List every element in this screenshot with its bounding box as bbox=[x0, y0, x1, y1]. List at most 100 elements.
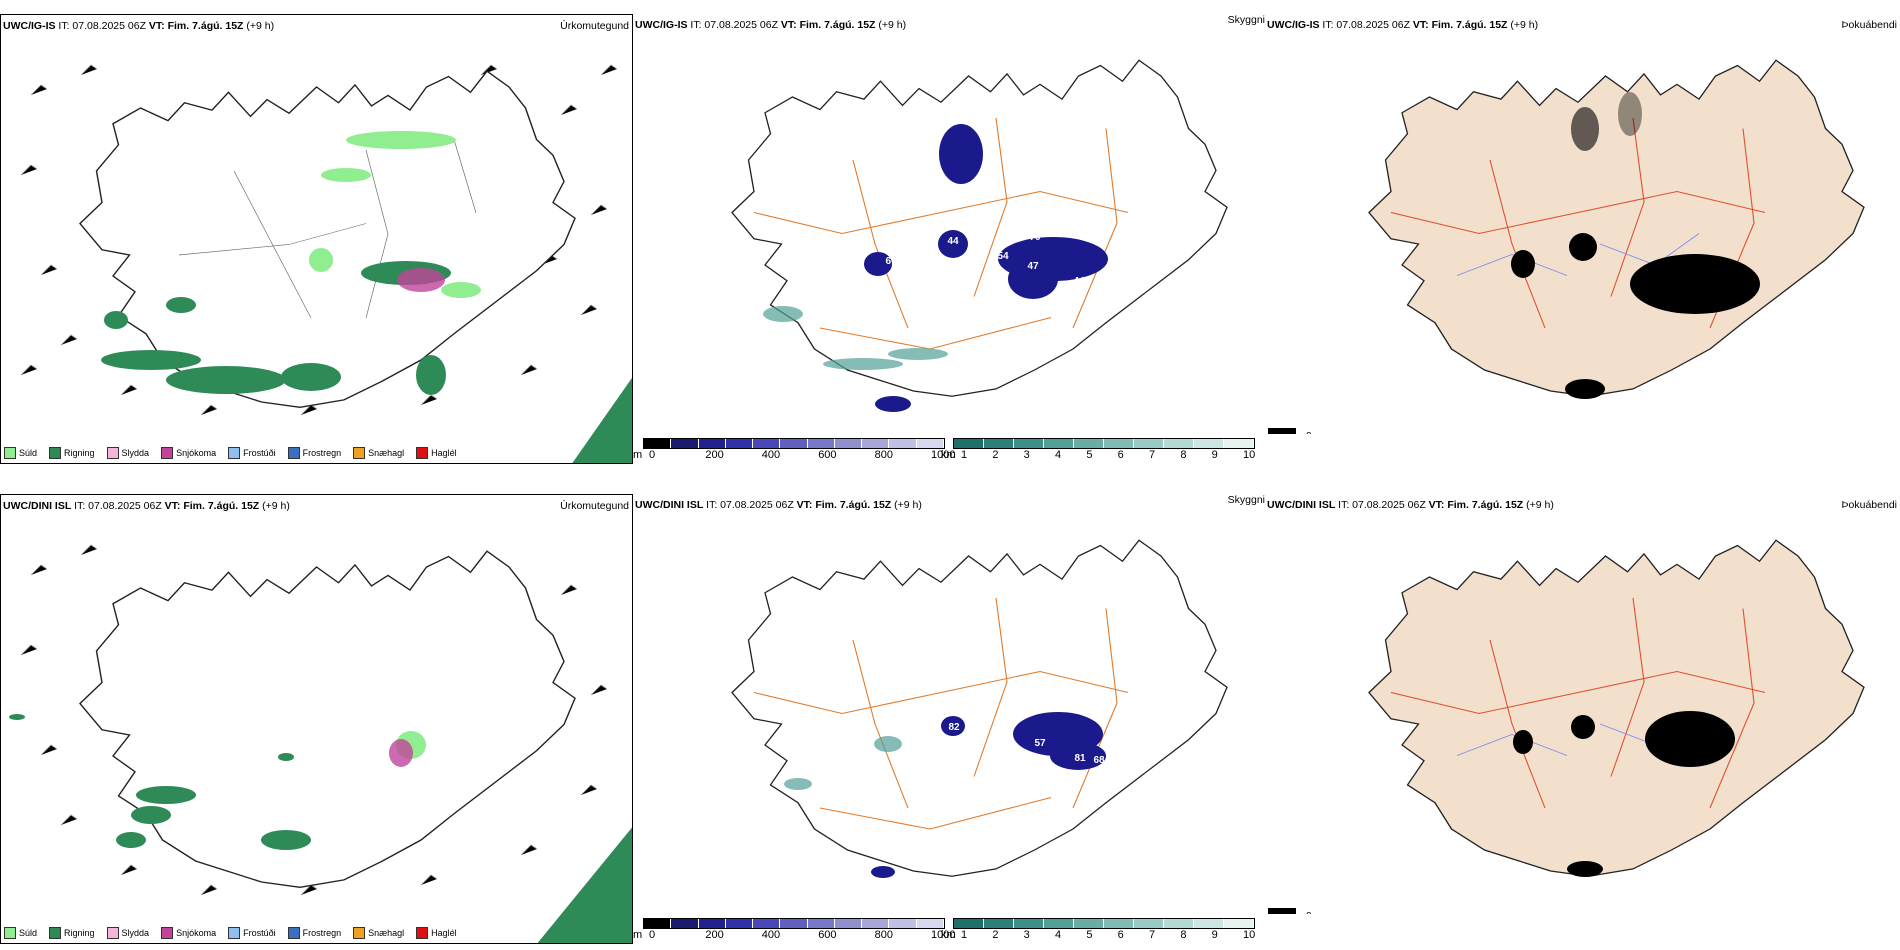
visibility-colorbar bbox=[953, 918, 1255, 929]
legend-item: Súld bbox=[4, 447, 37, 459]
colorbars-row1: m 0 200 400 600 800 1000 km 1 2 3 4 5 6 7 8 9 10 bbox=[633, 438, 1265, 464]
legend-swatch bbox=[287, 447, 300, 459]
precip-map bbox=[9, 544, 632, 943]
legend-swatch bbox=[416, 927, 429, 939]
legend-swatch bbox=[161, 447, 174, 459]
colorbar-segment bbox=[889, 439, 917, 448]
legend-item: Snjókoma bbox=[161, 927, 216, 939]
ceiling-visibility-panel-dini: UWC/DINI ISL IT: 07.08.2025 06Z VT: Fim.… bbox=[633, 494, 1265, 914]
colorbar-tick: 600 bbox=[818, 929, 837, 941]
colorbar-tick: 6 bbox=[1117, 449, 1124, 461]
legend-swatch bbox=[106, 927, 119, 939]
panel-title: UWC/DINI ISL IT: 07.08.2025 06Z VT: Fim.… bbox=[1267, 499, 1554, 511]
colorbar-tick: 200 bbox=[705, 449, 724, 461]
precip-areas bbox=[9, 714, 632, 943]
visibility-colorbar bbox=[953, 438, 1255, 449]
legend-label: Slydda bbox=[121, 448, 150, 458]
legend-item: Snæhagl bbox=[353, 447, 404, 459]
colorbar-segment bbox=[753, 919, 781, 928]
colorbar-segment bbox=[1074, 919, 1104, 928]
colorbar-tick: 7 bbox=[1149, 929, 1156, 941]
legend-label: Frostúði bbox=[243, 448, 276, 458]
legend-item: Slydda bbox=[106, 447, 150, 459]
colorbar-segment bbox=[780, 919, 808, 928]
svg-text:47: 47 bbox=[1027, 261, 1039, 272]
legend-swatch bbox=[4, 447, 16, 459]
legend-item: Frostúði bbox=[228, 447, 276, 459]
colorbar-segment bbox=[984, 919, 1014, 928]
legend-item: Rigning bbox=[49, 927, 95, 939]
colorbar-segment bbox=[1224, 919, 1254, 928]
panel-title: UWC/IG-IS IT: 07.08.2025 06Z VT: Fim. 7.… bbox=[3, 20, 275, 32]
panel-variable: Úrkomutegund bbox=[560, 500, 629, 512]
svg-text:82: 82 bbox=[948, 722, 960, 733]
colorbar-segment bbox=[644, 919, 672, 928]
colorbar-tick: 10 bbox=[1243, 929, 1256, 941]
fog-areas bbox=[1511, 92, 1760, 399]
legend-swatch bbox=[49, 447, 62, 459]
colorbar-tick: 4 bbox=[1055, 929, 1062, 941]
colorbar-segment bbox=[1164, 439, 1194, 448]
legend-label: Snjókoma bbox=[176, 448, 217, 458]
colorbar-segment bbox=[671, 919, 699, 928]
legend-item: Frostregn bbox=[287, 927, 341, 939]
precip-legend: Súld Rigning Slydda Snjókoma Frostúði Frostre… bbox=[4, 927, 465, 939]
ceiling-colorbar bbox=[643, 438, 945, 449]
legend-label: Rigning bbox=[64, 928, 95, 938]
colorbar-segment bbox=[725, 439, 754, 448]
colorbar-segment bbox=[698, 919, 726, 928]
legend-swatch bbox=[4, 927, 16, 939]
colorbar-segment bbox=[1074, 439, 1104, 448]
colorbar-segment bbox=[1104, 439, 1134, 448]
colorbar-segment bbox=[916, 439, 944, 448]
colorbar-segment bbox=[954, 439, 984, 448]
svg-text:44: 44 bbox=[1073, 276, 1085, 287]
ceiling-visibility-panel-ig: UWC/IG-IS IT: 07.08.2025 06Z VT: Fim. 7.… bbox=[633, 14, 1265, 434]
panel-variable: Þokuábendi bbox=[1841, 499, 1897, 511]
colorbar-segment bbox=[1134, 439, 1164, 448]
legend-item: Haglél bbox=[416, 447, 457, 459]
legend-label: Frostregn bbox=[302, 448, 342, 458]
fog-index-panel-dini: UWC/DINI ISL IT: 07.08.2025 06Z VT: Fim.… bbox=[1265, 494, 1900, 914]
colorbar-tick: 1 bbox=[961, 449, 968, 461]
fog-map bbox=[1368, 539, 1865, 877]
colorbar-segment bbox=[671, 439, 699, 448]
legend-label: Snæhagl bbox=[368, 448, 405, 458]
colorbar-segment bbox=[807, 919, 835, 928]
colorbar-tick: 3 bbox=[1023, 449, 1030, 461]
svg-text:44: 44 bbox=[947, 236, 959, 247]
legend-swatch bbox=[161, 927, 174, 939]
colorbar-tick: 600 bbox=[818, 449, 837, 461]
legend-swatch bbox=[106, 447, 119, 459]
colorbars-row2: m 0 200 400 600 800 1000 km 1 2 3 4 5 6 7 8 9 10 bbox=[633, 918, 1265, 944]
precip-type-panel-ig: UWC/IG-IS IT: 07.08.2025 06Z VT: Fim. 7.… bbox=[0, 14, 633, 464]
colorbar-tick: 1 bbox=[961, 929, 968, 941]
colorbar-segment bbox=[916, 919, 944, 928]
legend-item: Snjókoma bbox=[161, 447, 216, 459]
panel-variable: Úrkomutegund bbox=[560, 20, 629, 32]
colorbar-segment bbox=[698, 439, 726, 448]
legend-swatch bbox=[228, 447, 241, 459]
colorbar-tick: 9 bbox=[1211, 929, 1218, 941]
svg-text:81: 81 bbox=[1074, 753, 1086, 764]
panel-title: UWC/DINI ISL IT: 07.08.2025 06Z VT: Fim.… bbox=[3, 500, 290, 512]
colorbar-tick: 400 bbox=[761, 929, 781, 941]
fog-legend: 0 60 bbox=[1268, 424, 1317, 434]
colorbar-segment bbox=[1164, 919, 1194, 928]
panel-title: UWC/IG-IS IT: 07.08.2025 06Z VT: Fim. 7.… bbox=[635, 19, 907, 31]
colorbar-tick: 800 bbox=[874, 929, 893, 941]
legend-label: Súld bbox=[19, 448, 38, 458]
legend-item: Slydda bbox=[106, 927, 149, 939]
colorbar-tick: 200 bbox=[705, 929, 724, 941]
colorbar-segment bbox=[1134, 919, 1164, 928]
legend-label: Rigning bbox=[64, 448, 95, 458]
colorbar-tick: 8 bbox=[1180, 929, 1187, 941]
svg-text:54: 54 bbox=[997, 251, 1009, 262]
ceiling-map: 82 66 57 81 68 bbox=[731, 539, 1228, 878]
colorbar-segment bbox=[753, 439, 781, 448]
precip-legend: Súld Rigning Slydda Snjókoma Frostúði Frostre… bbox=[4, 447, 465, 459]
colorbar-tick: 0 bbox=[649, 449, 656, 461]
colorbar-tick: 2 bbox=[992, 929, 999, 941]
svg-text:57: 57 bbox=[1034, 738, 1046, 749]
low-cloud-areas bbox=[864, 124, 1108, 412]
